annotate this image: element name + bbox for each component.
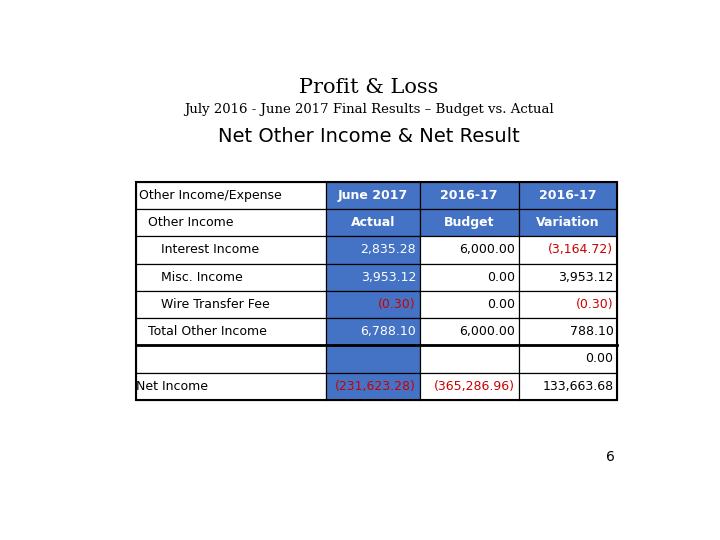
- Text: 6,788.10: 6,788.10: [360, 325, 416, 338]
- Text: Interest Income: Interest Income: [161, 244, 259, 256]
- Bar: [136, 373, 326, 400]
- Bar: [420, 209, 518, 237]
- Text: 2016-17: 2016-17: [441, 189, 498, 202]
- Bar: [420, 264, 518, 291]
- Text: Profit & Loss: Profit & Loss: [300, 78, 438, 97]
- Text: (3,164.72): (3,164.72): [548, 244, 613, 256]
- Text: Other Income: Other Income: [148, 216, 234, 229]
- Text: 2016-17: 2016-17: [539, 189, 597, 202]
- Bar: [326, 291, 420, 318]
- Text: 3,953.12: 3,953.12: [558, 271, 613, 284]
- Bar: [136, 318, 326, 345]
- Text: (0.30): (0.30): [576, 298, 613, 311]
- Bar: [420, 373, 518, 400]
- Bar: [136, 182, 617, 400]
- Text: Other Income/Expense: Other Income/Expense: [139, 189, 282, 202]
- Text: 2,835.28: 2,835.28: [360, 244, 416, 256]
- Text: Actual: Actual: [351, 216, 395, 229]
- Text: 0.00: 0.00: [487, 298, 515, 311]
- Text: Wire Transfer Fee: Wire Transfer Fee: [161, 298, 270, 311]
- Bar: [136, 209, 326, 237]
- Bar: [518, 373, 617, 400]
- Bar: [518, 318, 617, 345]
- Bar: [518, 264, 617, 291]
- Bar: [326, 318, 420, 345]
- Bar: [420, 318, 518, 345]
- Bar: [518, 209, 617, 237]
- Bar: [420, 237, 518, 264]
- Bar: [136, 345, 326, 373]
- Text: Misc. Income: Misc. Income: [161, 271, 243, 284]
- Bar: [518, 345, 617, 373]
- Text: 6: 6: [606, 450, 615, 464]
- Bar: [326, 209, 420, 237]
- Text: 788.10: 788.10: [570, 325, 613, 338]
- Bar: [136, 182, 326, 209]
- Text: 3,953.12: 3,953.12: [361, 271, 416, 284]
- Text: Net Other Income & Net Result: Net Other Income & Net Result: [218, 127, 520, 146]
- Bar: [326, 373, 420, 400]
- Bar: [326, 182, 420, 209]
- Bar: [518, 237, 617, 264]
- Text: 133,663.68: 133,663.68: [542, 380, 613, 393]
- Text: Total Other Income: Total Other Income: [148, 325, 267, 338]
- Text: (365,286.96): (365,286.96): [433, 380, 515, 393]
- Text: July 2016 - June 2017 Final Results – Budget vs. Actual: July 2016 - June 2017 Final Results – Bu…: [184, 103, 554, 116]
- Bar: [326, 264, 420, 291]
- Text: (0.30): (0.30): [378, 298, 416, 311]
- Bar: [420, 182, 518, 209]
- Bar: [326, 345, 420, 373]
- Text: 6,000.00: 6,000.00: [459, 325, 515, 338]
- Text: June 2017: June 2017: [338, 189, 408, 202]
- Bar: [518, 291, 617, 318]
- Text: (231,623.28): (231,623.28): [335, 380, 416, 393]
- Text: Net Income: Net Income: [136, 380, 208, 393]
- Text: 6,000.00: 6,000.00: [459, 244, 515, 256]
- Text: Variation: Variation: [536, 216, 600, 229]
- Bar: [136, 237, 326, 264]
- Bar: [420, 345, 518, 373]
- Bar: [326, 237, 420, 264]
- Text: Budget: Budget: [444, 216, 495, 229]
- Bar: [420, 291, 518, 318]
- Bar: [136, 264, 326, 291]
- Text: 0.00: 0.00: [585, 353, 613, 366]
- Bar: [136, 291, 326, 318]
- Bar: [518, 182, 617, 209]
- Text: 0.00: 0.00: [487, 271, 515, 284]
